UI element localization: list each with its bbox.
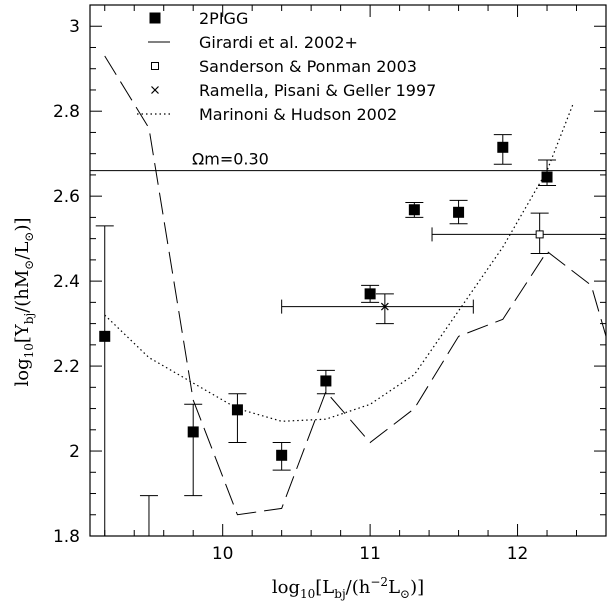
series-long-dash — [104, 55, 606, 516]
data-point — [276, 449, 288, 461]
data-point — [535, 230, 544, 239]
x-tick-label: 11 — [359, 544, 381, 564]
cross-stroke — [380, 302, 389, 311]
data-point — [364, 288, 376, 300]
y-tick-label: 2.6 — [53, 187, 80, 207]
legend: 2PIGG Girardi et al. 2002+ Sanderson & Pon… — [137, 9, 436, 124]
data-point — [453, 206, 465, 218]
legend-item: Sanderson & Ponman 2003 — [151, 57, 417, 76]
y-tick-label: 2 — [69, 442, 80, 462]
series-open-square — [431, 212, 606, 255]
series-cross — [281, 293, 474, 325]
legend-label: Girardi et al. 2002+ — [199, 33, 358, 52]
x-axis-label: log10[Lbj/(h−2L⊙)] — [272, 575, 424, 601]
axis-ticks: 10 11 12 1.8 2 2.2 2.4 2.6 2.8 3 — [53, 5, 607, 564]
data-point — [320, 375, 332, 387]
y-tick-label: 2.8 — [53, 102, 80, 122]
y-tick-label: 2.4 — [53, 272, 80, 292]
legend-swatch — [149, 12, 161, 24]
cross-stroke — [151, 86, 159, 94]
legend-swatch — [151, 86, 159, 94]
data-point — [541, 171, 553, 183]
legend-swatch — [151, 62, 159, 70]
series-dotted — [104, 102, 575, 422]
series-line — [104, 102, 575, 422]
legend-item: Marinoni & Hudson 2002 — [137, 105, 397, 124]
chart-marks-layer: Ωm=0.30 — [90, 55, 606, 536]
y-tick-label: 2.2 — [53, 357, 80, 377]
legend-label: Sanderson & Ponman 2003 — [199, 57, 417, 76]
data-point — [408, 204, 420, 216]
data-point — [231, 404, 243, 416]
legend-item: Girardi et al. 2002+ — [140, 33, 358, 52]
legend-label: Ramella, Pisani & Geller 1997 — [199, 81, 436, 100]
data-point — [497, 141, 509, 153]
legend-label: 2PIGG — [199, 9, 248, 28]
x-tick-label: 10 — [212, 544, 234, 564]
y-tick-label: 3 — [69, 17, 80, 37]
plot-frame — [89, 4, 607, 537]
legend-item: Ramella, Pisani & Geller 1997 — [151, 81, 436, 100]
plot-area — [90, 55, 606, 536]
data-point — [187, 426, 199, 438]
legend-item: 2PIGG — [149, 9, 248, 28]
y-tick-label: 1.8 — [53, 527, 80, 547]
series-filled-square — [95, 134, 557, 536]
y-axis-label: log10[Υbj/(hM⊙/L⊙)] — [12, 217, 36, 386]
data-point — [380, 302, 389, 311]
omega-m-label: Ωm=0.30 — [192, 150, 269, 169]
legend-label: Marinoni & Hudson 2002 — [199, 105, 397, 124]
x-tick-label: 12 — [507, 544, 529, 564]
series-line — [104, 55, 606, 516]
data-point — [99, 330, 111, 342]
